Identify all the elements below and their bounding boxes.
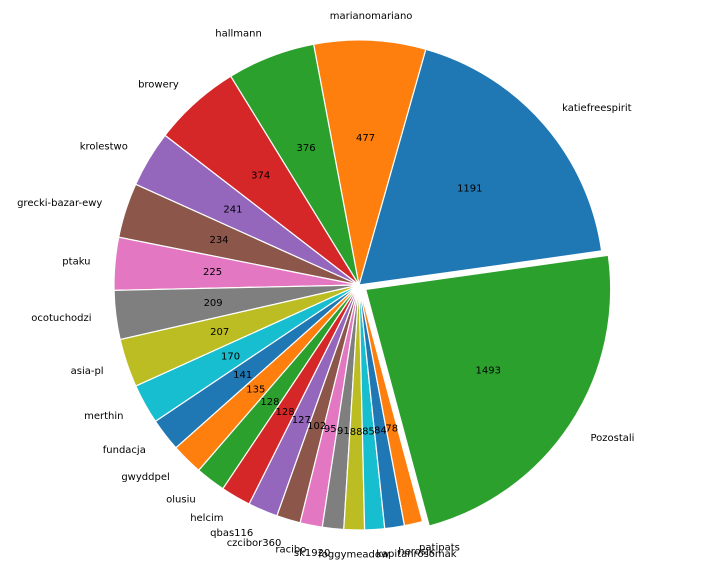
slice-label-patipats: patipats <box>419 543 460 554</box>
slice-value-czcibor360: 102 <box>307 421 326 432</box>
slice-label-pozostali: Pozostali <box>590 433 634 444</box>
pie-slice-katiefreespirit <box>358 48 603 286</box>
slice-label-czcibor360: czcibor360 <box>227 538 282 549</box>
slice-label-merthin: merthin <box>84 411 123 422</box>
pie-slice-patipats <box>358 284 424 527</box>
slice-value-pozostali: 1493 <box>476 366 501 377</box>
slice-label-foggymeadow: foggymeadow <box>318 549 389 560</box>
slice-value-asia-pl: 207 <box>210 327 229 338</box>
slice-value-fundacja: 141 <box>233 370 252 381</box>
slice-label-sk1920: sk1920 <box>294 548 330 559</box>
slice-value-patipats: 78 <box>385 423 398 434</box>
slice-label-racibo: racibo <box>275 544 306 555</box>
slice-value-kapitanrosomak: 85 <box>362 427 375 438</box>
slice-value-marianomariano: 477 <box>356 133 375 144</box>
slice-label-katiefreespirit: katiefreespirit <box>562 103 632 114</box>
slice-label-helcim: helcim <box>190 513 223 524</box>
slice-value-ocotuchodzi: 209 <box>204 298 223 309</box>
pie-slice-pozostali <box>365 254 612 527</box>
slice-label-marianomariano: marianomariano <box>330 11 413 22</box>
slice-label-krolestwo: krolestwo <box>80 141 128 152</box>
slice-value-grecki-bazar-ewy: 234 <box>209 235 228 246</box>
slice-value-gwyddpel: 135 <box>246 385 265 396</box>
slice-value-katiefreespirit: 1191 <box>457 183 482 194</box>
slice-value-helcim: 128 <box>276 407 295 418</box>
slice-label-hallmann: hallmann <box>215 29 262 40</box>
pie-slices <box>113 39 612 531</box>
slice-value-merthin: 170 <box>221 351 240 362</box>
slice-value-hallmann: 376 <box>296 143 315 154</box>
slice-label-gwyddpel: gwyddpel <box>121 472 169 483</box>
slice-label-herosik: herosik <box>398 547 434 558</box>
slice-value-olusiu: 128 <box>260 397 279 408</box>
slice-value-sk1920: 91 <box>337 426 350 437</box>
slice-label-grecki-bazar-ewy: grecki-bazar-ewy <box>17 198 102 209</box>
slice-value-herosik: 84 <box>374 425 387 436</box>
pie-labels: katiefreespirit 1191 marianomariano 477 hall… <box>17 11 634 561</box>
pie-slice-marianomariano <box>312 39 427 286</box>
slice-label-browery: browery <box>138 80 179 91</box>
slice-label-fundacja: fundacja <box>103 445 146 456</box>
slice-value-foggymeadow: 88 <box>350 427 363 438</box>
slice-value-browery: 374 <box>251 171 270 182</box>
slice-value-racibo: 95 <box>324 424 337 435</box>
slice-label-kapitanrosomak: kapitanrosomak <box>376 549 456 560</box>
slice-value-ptaku: 225 <box>203 267 222 278</box>
slice-label-ptaku: ptaku <box>62 257 90 268</box>
slice-value-krolestwo: 241 <box>223 204 242 215</box>
slice-label-asia-pl: asia-pl <box>71 366 104 377</box>
slice-value-qbas116: 127 <box>292 415 311 426</box>
slice-label-qbas116: qbas116 <box>210 528 253 539</box>
slice-label-ocotuchodzi: ocotuchodzi <box>31 313 91 324</box>
slice-label-olusiu: olusiu <box>166 494 196 505</box>
